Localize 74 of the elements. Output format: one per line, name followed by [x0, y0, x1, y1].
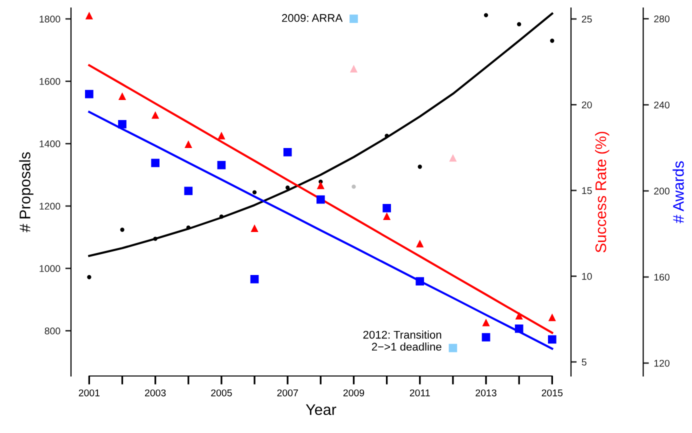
x-tick-label: 2015: [542, 389, 563, 396]
y3-tick-label: 120: [654, 360, 670, 367]
x-tick-label: 2003: [145, 389, 166, 396]
point: [250, 274, 259, 284]
x-tick-label: 2001: [78, 389, 100, 396]
point: [219, 214, 224, 219]
point: [448, 344, 458, 352]
y2-tick-label: 15: [582, 187, 592, 194]
point: [120, 228, 124, 232]
point: [184, 186, 193, 196]
x-tick-label: 2007: [277, 389, 298, 396]
y-tick-label: 1800: [40, 16, 60, 23]
y3-tick-label: 200: [654, 188, 670, 195]
point: [418, 164, 422, 169]
point: [152, 111, 160, 119]
point: [482, 318, 490, 326]
point: [548, 314, 556, 322]
point: [352, 184, 356, 189]
y3-tick-label: 240: [654, 102, 670, 108]
point: [416, 240, 424, 248]
point: [484, 13, 488, 18]
x-tick-label: 2011: [410, 389, 430, 396]
point: [217, 160, 226, 170]
y2-tick-label: 10: [582, 272, 592, 280]
point: [382, 204, 391, 212]
line-series: [88, 110, 554, 350]
line-series: [88, 12, 554, 257]
y2-axis-title: Success Rate (%): [595, 132, 610, 252]
point: [186, 225, 190, 230]
y-axis-title: # Proposals: [19, 152, 34, 232]
y2-tick-label: 5: [582, 358, 586, 366]
point: [184, 140, 192, 148]
y-tick-label: 1000: [40, 265, 60, 272]
point: [151, 158, 160, 168]
y-tick-label: 1200: [40, 202, 60, 210]
point: [316, 195, 325, 204]
point: [384, 134, 389, 138]
point: [250, 224, 258, 232]
point: [118, 92, 126, 100]
annotation: 2009: ARRA: [282, 14, 343, 22]
point: [85, 12, 93, 20]
point: [548, 335, 556, 344]
x-axis-title: Year: [306, 404, 336, 416]
point: [416, 277, 424, 286]
y3-tick-label: 280: [654, 15, 670, 22]
y3-axis-title: # Awards: [672, 161, 684, 224]
point: [283, 148, 292, 156]
x-tick-label: 2005: [211, 389, 232, 396]
point: [286, 186, 290, 190]
y-tick-label: 1600: [40, 78, 60, 85]
point: [87, 275, 92, 280]
y2-tick-label: 25: [582, 16, 592, 23]
point: [514, 324, 524, 333]
point: [550, 38, 554, 43]
point: [252, 190, 257, 194]
point: [515, 312, 523, 320]
point: [153, 236, 158, 241]
x-tick-label: 2009: [343, 389, 364, 396]
point: [383, 212, 391, 220]
y3-tick-label: 160: [654, 274, 670, 281]
point: [517, 22, 522, 26]
point: [218, 132, 226, 140]
point: [482, 333, 490, 342]
point: [118, 120, 126, 128]
x-tick-label: 2013: [476, 389, 496, 396]
point: [350, 14, 358, 23]
y-tick-label: 800: [44, 328, 60, 334]
y-tick-label: 1400: [40, 140, 60, 148]
point: [316, 182, 324, 190]
annotation: 2012: Transition 2−>1 deadline: [363, 330, 442, 351]
point: [449, 154, 457, 162]
point: [85, 90, 94, 98]
y2-tick-label: 20: [582, 101, 592, 108]
point: [350, 64, 358, 73]
